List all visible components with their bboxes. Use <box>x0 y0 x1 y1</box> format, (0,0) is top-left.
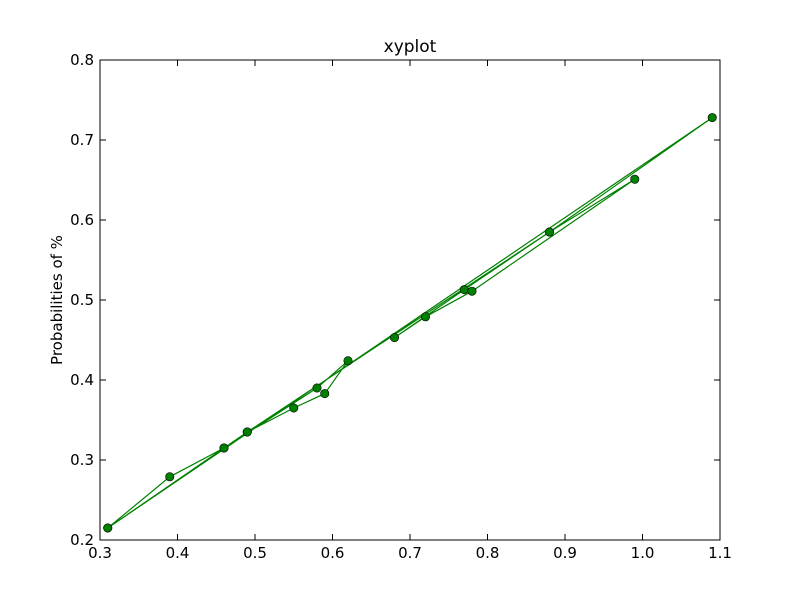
data-point <box>165 472 175 482</box>
x-tick-label: 0.4 <box>166 544 190 562</box>
x-tick-label: 0.8 <box>476 544 500 562</box>
x-tick-label: 1.1 <box>708 544 732 562</box>
x-tick-label: 1.0 <box>631 544 655 562</box>
series-markers <box>103 113 717 533</box>
x-tick-label: 0.3 <box>88 544 112 562</box>
data-point <box>289 403 299 413</box>
y-tick-label: 0.5 <box>70 291 94 309</box>
data-point <box>242 427 252 437</box>
series-line <box>107 117 713 529</box>
y-tick-label: 0.6 <box>70 211 94 229</box>
data-point <box>343 356 353 366</box>
data-point <box>103 523 113 533</box>
data-point <box>544 227 554 237</box>
y-tick-label: 0.2 <box>70 531 94 549</box>
axis-ticks: 0.3 0.4 0.5 0.6 0.7 0.8 0.9 1.0 1.10.20.30.40.50… <box>70 51 732 562</box>
data-point <box>389 333 399 343</box>
series-lines <box>107 117 713 529</box>
data-point <box>312 383 322 393</box>
data-point <box>459 285 469 295</box>
y-axis-label: Probabilities of % <box>48 235 66 365</box>
chart-title: xyplot <box>384 37 437 57</box>
x-tick-label: 0.6 <box>321 544 345 562</box>
y-tick-label: 0.3 <box>70 451 94 469</box>
data-point <box>467 286 477 296</box>
data-point <box>320 389 330 399</box>
plot-frame <box>99 59 721 541</box>
data-point <box>219 443 229 453</box>
y-tick-label: 0.8 <box>70 51 94 69</box>
data-point <box>420 312 430 322</box>
x-tick-label: 0.5 <box>243 544 267 562</box>
y-tick-label: 0.4 <box>70 371 94 389</box>
data-point <box>707 113 717 123</box>
x-tick-label: 0.7 <box>398 544 422 562</box>
data-point <box>630 174 640 184</box>
x-tick-label: 0.9 <box>553 544 577 562</box>
y-tick-label: 0.7 <box>70 131 94 149</box>
